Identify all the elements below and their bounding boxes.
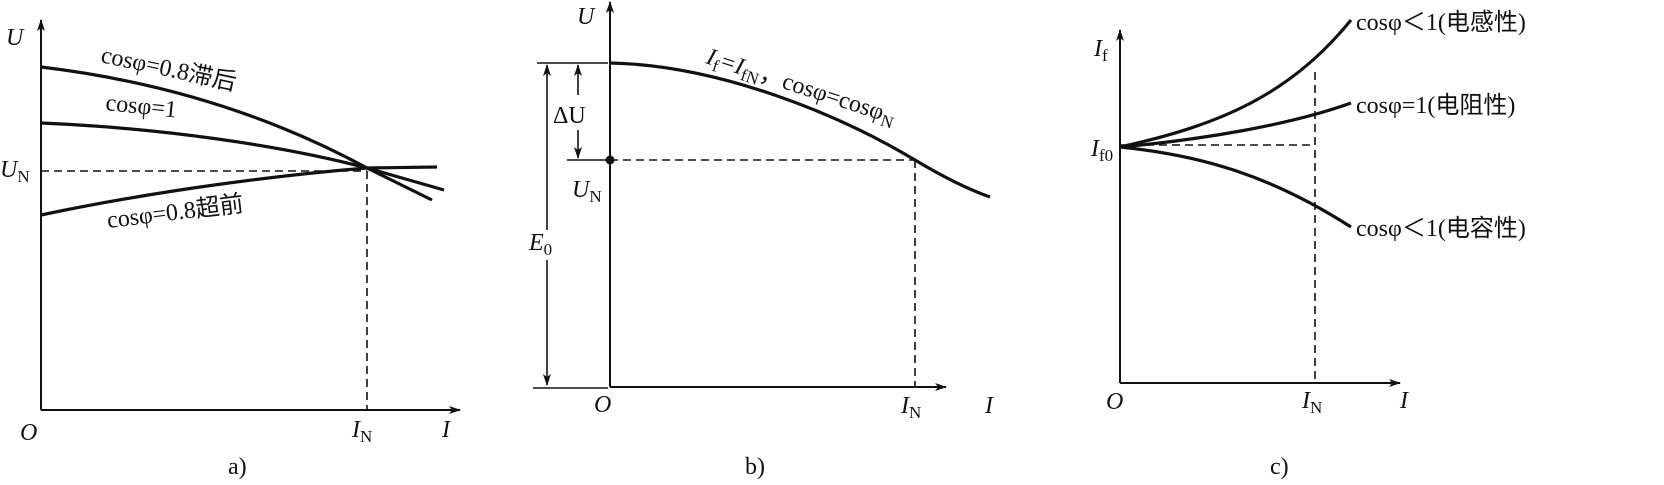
- x-axis-label: I: [984, 393, 994, 419]
- external-characteristic-curve: [609, 61, 991, 199]
- caption-a: a): [228, 454, 247, 480]
- x-axis-label: I: [1399, 388, 1409, 414]
- curve-lagging: [40, 65, 433, 202]
- caption-c: c): [1270, 454, 1289, 480]
- caption-b: b): [745, 454, 765, 480]
- curve-label-inductive: cosφ＜1(电感性): [1356, 9, 1526, 36]
- curve-label-unity: cosφ=1: [104, 90, 178, 123]
- curve-label: If=IfN，cosφ=cosφN: [701, 44, 899, 133]
- curve-unity: [40, 121, 445, 192]
- curve-inductive: [1119, 18, 1353, 149]
- panel-c: cosφ＜1(电感性) cosφ=1(电阻性) cosφ＜1(电容性) If I…: [1090, 9, 1526, 480]
- curve-label-lagging: cosφ=0.8滞后: [99, 41, 239, 96]
- curve-label-capacitive: cosφ＜1(电容性): [1356, 215, 1526, 242]
- in-label: IN: [351, 417, 372, 446]
- y-axis-label: U: [577, 4, 596, 30]
- origin-label: O: [20, 420, 37, 446]
- in-label: IN: [900, 393, 921, 422]
- e0-label: E0: [528, 230, 552, 259]
- delta-u-label: ΔU: [553, 103, 586, 129]
- curve-resistive: [1119, 101, 1352, 149]
- origin-label: O: [1106, 389, 1123, 415]
- curve-leading: [40, 165, 438, 217]
- in-label: IN: [1301, 388, 1322, 417]
- if0-label: If0: [1090, 136, 1113, 165]
- panel-a: cosφ=0.8滞后 cosφ=1 cosφ=0.8超前 U UN O IN I…: [0, 19, 461, 480]
- y-axis-label: U: [6, 25, 25, 51]
- curve-capacitive: [1119, 145, 1352, 229]
- curve-label-resistive: cosφ=1(电阻性): [1356, 92, 1515, 119]
- curve-label-leading: cosφ=0.8超前: [105, 190, 245, 234]
- y-axis-label: If: [1093, 36, 1108, 65]
- un-point: [605, 155, 615, 165]
- panel-b: If=IfN，cosφ=cosφN ΔU E0 UN U O IN I b): [528, 1, 994, 480]
- un-label: UN: [572, 177, 602, 206]
- x-axis-label: I: [441, 417, 451, 443]
- un-label: UN: [0, 157, 30, 186]
- origin-label: O: [594, 392, 611, 418]
